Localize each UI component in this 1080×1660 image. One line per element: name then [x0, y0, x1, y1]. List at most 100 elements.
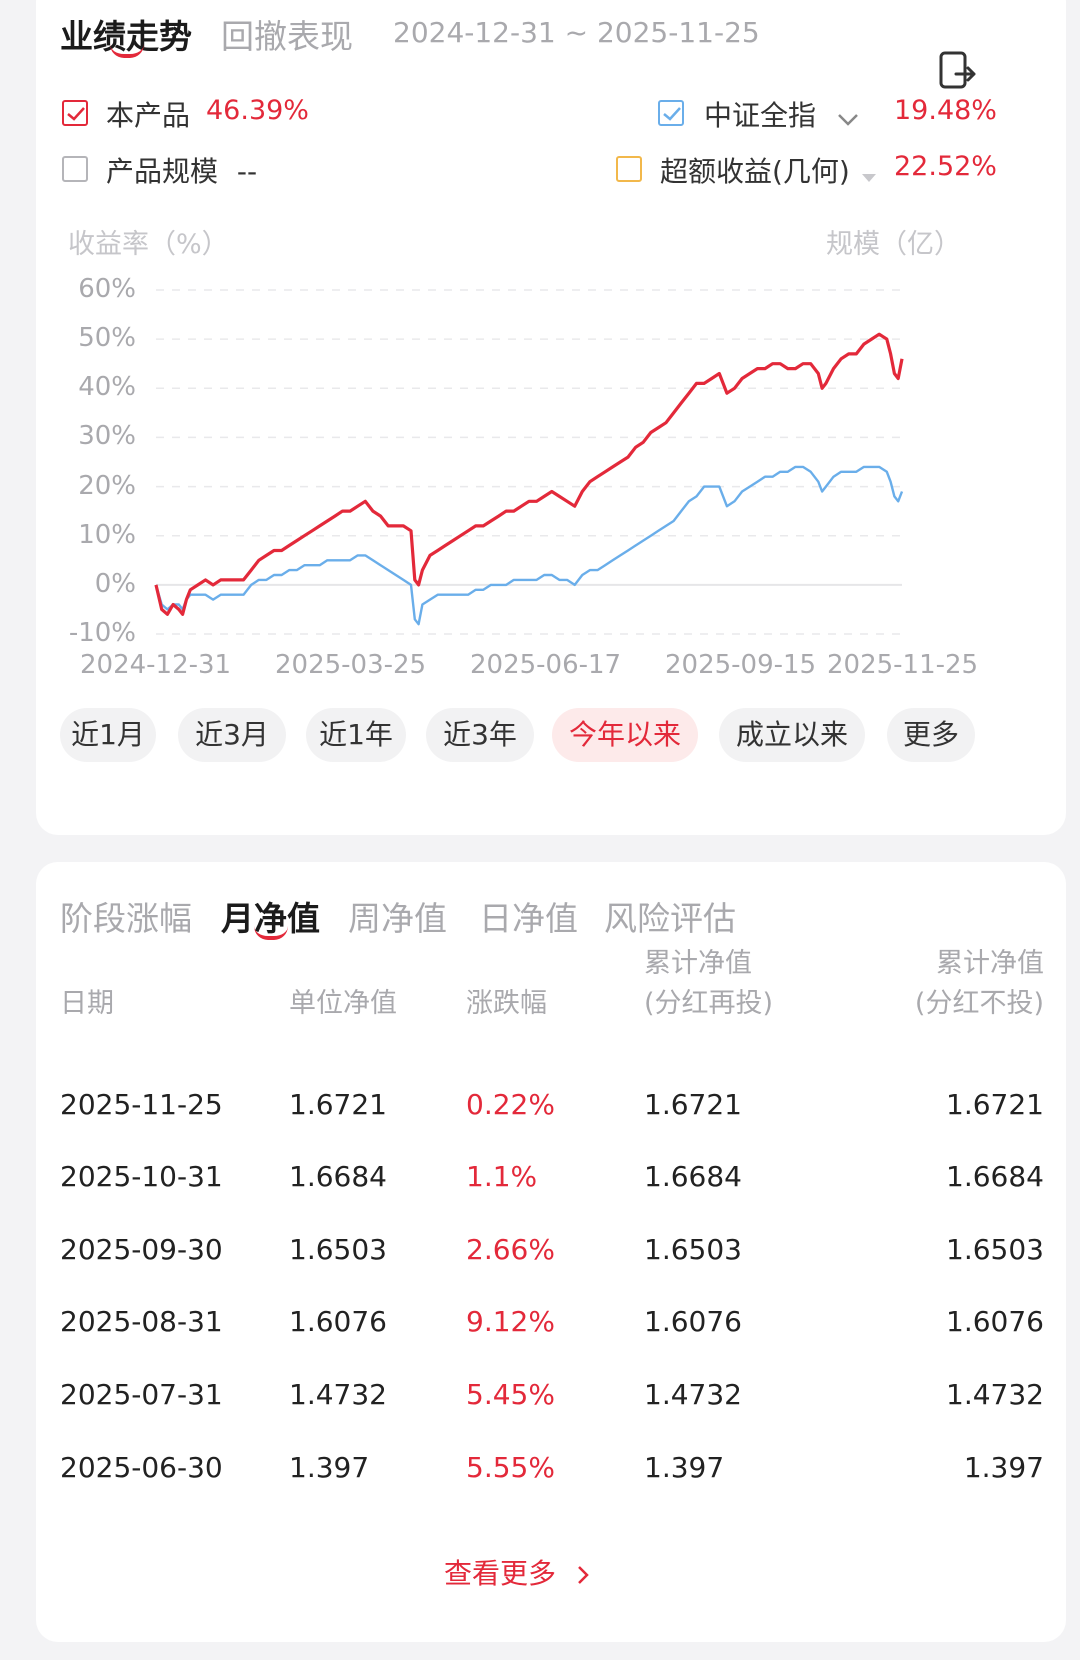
product-return-value: 46.39% [206, 95, 309, 126]
cell-cum-no-reinvest: 1.4732 [946, 1378, 1044, 1411]
col-header-unit-nav: 单位净值 [289, 988, 397, 1019]
cell-cum-no-reinvest: 1.6503 [946, 1233, 1044, 1266]
table-row[interactable]: 2025-06-30 1.397 5.55% 1.397 1.397 [36, 1451, 1066, 1499]
y-tick-label: 10% [78, 519, 136, 550]
cell-unit-nav: 1.6503 [289, 1233, 387, 1266]
tab-drawdown[interactable]: 回撤表现 [221, 17, 353, 56]
active-tab-indicator [110, 44, 144, 58]
period-1m[interactable]: 近1月 [60, 708, 156, 762]
scale-checkbox[interactable] [62, 156, 88, 182]
performance-card: 业绩走势 回撤表现 2024-12-31 ~ 2025-11-25 本产品 46… [36, 0, 1066, 835]
y-tick-label: 60% [78, 274, 136, 304]
cell-date: 2025-07-31 [60, 1378, 223, 1411]
col-header-date: 日期 [60, 988, 114, 1019]
cell-date: 2025-10-31 [60, 1160, 223, 1193]
cell-date: 2025-08-31 [60, 1305, 223, 1338]
scale-legend-label: 产品规模 [106, 155, 219, 188]
period-selector: 近1月 近3月 近1年 近3年 今年以来 成立以来 更多 [36, 708, 1066, 762]
cell-unit-nav: 1.4732 [289, 1378, 387, 1411]
excess-return-value: 22.52% [894, 151, 997, 182]
y-tick-label: 40% [78, 372, 136, 403]
excess-checkbox[interactable] [616, 156, 642, 182]
cell-change: 1.1% [466, 1160, 538, 1193]
benchmark-legend-label: 中证全指 [704, 99, 817, 132]
cell-cum-reinvest: 1.6503 [644, 1233, 742, 1266]
y2-axis-title: 规模（亿） [826, 229, 961, 260]
chevron-down-icon [837, 101, 859, 134]
cell-change: 0.22% [466, 1088, 555, 1121]
share-export-icon[interactable] [938, 50, 980, 92]
cell-change: 9.12% [466, 1305, 555, 1338]
active-nav-tab-indicator [254, 926, 288, 940]
see-more-link[interactable]: 查看更多 [444, 1552, 589, 1592]
cell-cum-no-reinvest: 1.6684 [946, 1160, 1044, 1193]
table-row[interactable]: 2025-08-31 1.6076 9.12% 1.6076 1.6076 [36, 1305, 1066, 1353]
cell-cum-no-reinvest: 1.6721 [946, 1088, 1044, 1121]
scale-legend: 产品规模 -- [106, 150, 257, 190]
chevron-right-icon [577, 1559, 589, 1592]
product-series-line [154, 332, 904, 616]
col-header-cum-reinvest: 累计净值 (分红再投) [644, 944, 773, 1024]
period-3m[interactable]: 近3月 [178, 708, 286, 762]
period-since-inception[interactable]: 成立以来 [719, 708, 865, 762]
tab-risk-assessment[interactable]: 风险评估 [604, 899, 736, 938]
cell-cum-reinvest: 1.6721 [644, 1088, 742, 1121]
benchmark-series-line [154, 465, 904, 626]
table-row[interactable]: 2025-07-31 1.4732 5.45% 1.4732 1.4732 [36, 1378, 1066, 1426]
table-row[interactable]: 2025-09-30 1.6503 2.66% 1.6503 1.6503 [36, 1233, 1066, 1281]
period-1y[interactable]: 近1年 [306, 708, 406, 762]
date-range: 2024-12-31 ~ 2025-11-25 [393, 16, 760, 49]
cell-unit-nav: 1.6076 [289, 1305, 387, 1338]
benchmark-select[interactable]: 中证全指 [704, 94, 859, 134]
cell-cum-reinvest: 1.6076 [644, 1305, 742, 1338]
tab-weekly-nav[interactable]: 周净值 [348, 899, 447, 938]
cell-change: 2.66% [466, 1233, 555, 1266]
cell-date: 2025-11-25 [60, 1088, 223, 1121]
tab-daily-nav[interactable]: 日净值 [479, 899, 578, 938]
period-ytd[interactable]: 今年以来 [552, 708, 698, 762]
cell-change: 5.45% [466, 1378, 555, 1411]
table-row[interactable]: 2025-11-25 1.6721 0.22% 1.6721 1.6721 [36, 1088, 1066, 1136]
col-header-cum-no-reinvest-line1: 累计净值 [936, 948, 1044, 979]
col-header-cum-reinvest-line2: (分红再投) [644, 988, 774, 1019]
cell-unit-nav: 1.6721 [289, 1088, 387, 1121]
period-more[interactable]: 更多 [887, 708, 975, 762]
excess-select[interactable]: 超额收益(几何) [660, 150, 877, 190]
cell-cum-no-reinvest: 1.397 [963, 1451, 1044, 1484]
cell-unit-nav: 1.397 [289, 1451, 370, 1484]
y-tick-label: 20% [78, 470, 136, 501]
cell-cum-reinvest: 1.6684 [644, 1160, 742, 1193]
x-tick-label: 2025-03-25 [275, 650, 427, 680]
col-header-cum-no-reinvest-line2: (分红不投) [914, 988, 1044, 1019]
y-axis-title: 收益率（%） [68, 229, 229, 260]
product-legend-label: 本产品 [106, 99, 191, 132]
y-tick-label: 50% [78, 323, 136, 354]
benchmark-return-value: 19.48% [894, 95, 997, 126]
cell-date: 2025-06-30 [60, 1451, 223, 1484]
cell-cum-reinvest: 1.397 [644, 1451, 725, 1484]
caret-down-icon [861, 157, 877, 190]
y-tick-label: -10% [68, 618, 136, 648]
tab-stage-return[interactable]: 阶段涨幅 [60, 899, 192, 938]
performance-chart[interactable] [36, 0, 1066, 700]
scale-value: -- [236, 155, 258, 188]
nav-card: 阶段涨幅 月净值 周净值 日净值 风险评估 日期 单位净值 涨跌幅 累计净值 (… [36, 862, 1066, 1642]
x-tick-label: 2025-09-15 [665, 650, 817, 680]
x-tick-label: 2025-06-17 [470, 650, 622, 680]
cell-unit-nav: 1.6684 [289, 1160, 387, 1193]
period-3y[interactable]: 近3年 [426, 708, 534, 762]
col-header-change: 涨跌幅 [466, 988, 547, 1019]
see-more-label: 查看更多 [444, 1557, 557, 1590]
cell-change: 5.55% [466, 1451, 555, 1484]
x-tick-label: 2025-11-25 [827, 650, 979, 680]
y-tick-label: 0% [94, 568, 136, 599]
col-header-cum-reinvest-line1: 累计净值 [644, 948, 752, 979]
excess-legend-label: 超额收益(几何) [660, 155, 850, 188]
cell-cum-no-reinvest: 1.6076 [946, 1305, 1044, 1338]
cell-date: 2025-09-30 [60, 1233, 223, 1266]
table-row[interactable]: 2025-10-31 1.6684 1.1% 1.6684 1.6684 [36, 1160, 1066, 1208]
product-checkbox[interactable] [62, 100, 88, 126]
col-header-cum-no-reinvest: 累计净值 (分红不投) [915, 944, 1044, 1024]
cell-cum-reinvest: 1.4732 [644, 1378, 742, 1411]
benchmark-checkbox[interactable] [658, 100, 684, 126]
